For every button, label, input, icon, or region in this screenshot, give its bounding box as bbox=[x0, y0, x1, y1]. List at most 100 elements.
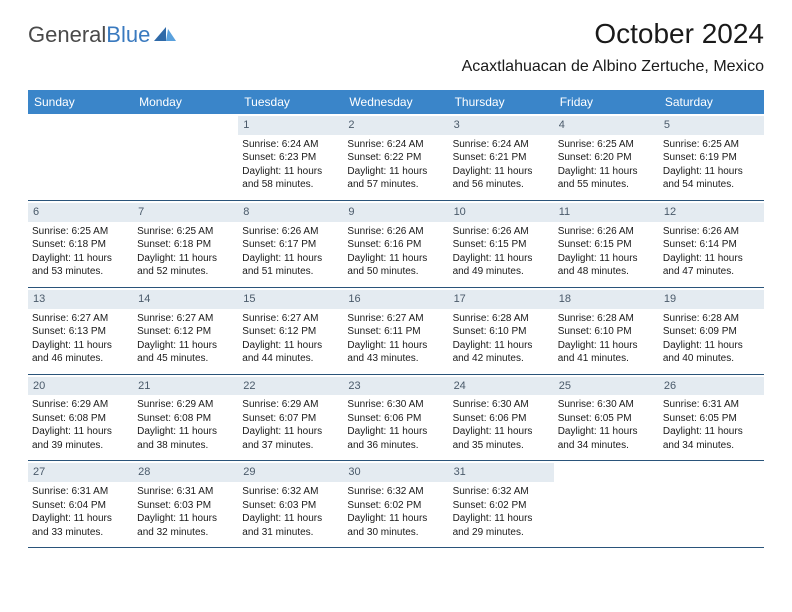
day-cell bbox=[133, 114, 238, 200]
sunrise-text: Sunrise: 6:31 AM bbox=[663, 398, 760, 412]
sunset-text: Sunset: 6:10 PM bbox=[453, 325, 550, 339]
day-number: 1 bbox=[238, 116, 343, 135]
sunset-text: Sunset: 6:09 PM bbox=[663, 325, 760, 339]
day-cell: 26Sunrise: 6:31 AMSunset: 6:05 PMDayligh… bbox=[659, 375, 764, 461]
day-cell: 27Sunrise: 6:31 AMSunset: 6:04 PMDayligh… bbox=[28, 461, 133, 547]
day-number: 15 bbox=[238, 290, 343, 309]
day-number: 22 bbox=[238, 377, 343, 396]
day-cell: 24Sunrise: 6:30 AMSunset: 6:06 PMDayligh… bbox=[449, 375, 554, 461]
day-info: Sunrise: 6:32 AMSunset: 6:02 PMDaylight:… bbox=[347, 485, 444, 539]
daylight-text: Daylight: 11 hours and 58 minutes. bbox=[242, 165, 339, 192]
month-title: October 2024 bbox=[462, 18, 764, 50]
day-number: 25 bbox=[554, 377, 659, 396]
day-cell: 15Sunrise: 6:27 AMSunset: 6:12 PMDayligh… bbox=[238, 288, 343, 374]
daylight-text: Daylight: 11 hours and 33 minutes. bbox=[32, 512, 129, 539]
day-cell: 10Sunrise: 6:26 AMSunset: 6:15 PMDayligh… bbox=[449, 201, 554, 287]
day-number: 5 bbox=[659, 116, 764, 135]
day-info: Sunrise: 6:25 AMSunset: 6:18 PMDaylight:… bbox=[137, 225, 234, 279]
day-cell bbox=[554, 461, 659, 547]
daylight-text: Daylight: 11 hours and 47 minutes. bbox=[663, 252, 760, 279]
day-cell bbox=[28, 114, 133, 200]
day-number: 6 bbox=[28, 203, 133, 222]
day-cell: 2Sunrise: 6:24 AMSunset: 6:22 PMDaylight… bbox=[343, 114, 448, 200]
day-info: Sunrise: 6:27 AMSunset: 6:11 PMDaylight:… bbox=[347, 312, 444, 366]
sunrise-text: Sunrise: 6:29 AM bbox=[137, 398, 234, 412]
day-info: Sunrise: 6:26 AMSunset: 6:14 PMDaylight:… bbox=[663, 225, 760, 279]
day-info: Sunrise: 6:31 AMSunset: 6:03 PMDaylight:… bbox=[137, 485, 234, 539]
sunset-text: Sunset: 6:19 PM bbox=[663, 151, 760, 165]
day-number: 12 bbox=[659, 203, 764, 222]
sunset-text: Sunset: 6:11 PM bbox=[347, 325, 444, 339]
day-number: 10 bbox=[449, 203, 554, 222]
sunrise-text: Sunrise: 6:28 AM bbox=[453, 312, 550, 326]
day-info: Sunrise: 6:27 AMSunset: 6:12 PMDaylight:… bbox=[137, 312, 234, 366]
day-cell: 21Sunrise: 6:29 AMSunset: 6:08 PMDayligh… bbox=[133, 375, 238, 461]
day-number: 30 bbox=[343, 463, 448, 482]
day-number: 18 bbox=[554, 290, 659, 309]
sunrise-text: Sunrise: 6:32 AM bbox=[242, 485, 339, 499]
day-cell: 3 Sunrise: 6:24 AMSunset: 6:21 PMDaylight… bbox=[449, 114, 554, 200]
day-info: Sunrise: 6:24 AMSunset: 6:21 PMDaylight:… bbox=[453, 138, 550, 192]
day-cell: 6 Sunrise: 6:25 AMSunset: 6:18 PMDaylight… bbox=[28, 201, 133, 287]
sunset-text: Sunset: 6:20 PM bbox=[558, 151, 655, 165]
daylight-text: Daylight: 11 hours and 50 minutes. bbox=[347, 252, 444, 279]
daylight-text: Daylight: 11 hours and 32 minutes. bbox=[137, 512, 234, 539]
day-number: 14 bbox=[133, 290, 238, 309]
sunset-text: Sunset: 6:17 PM bbox=[242, 238, 339, 252]
sunrise-text: Sunrise: 6:26 AM bbox=[558, 225, 655, 239]
sunrise-text: Sunrise: 6:27 AM bbox=[137, 312, 234, 326]
day-number: 8 bbox=[238, 203, 343, 222]
sunrise-text: Sunrise: 6:28 AM bbox=[663, 312, 760, 326]
weekday-header: Monday bbox=[133, 90, 238, 114]
weekday-header: Sunday bbox=[28, 90, 133, 114]
daylight-text: Daylight: 11 hours and 57 minutes. bbox=[347, 165, 444, 192]
daylight-text: Daylight: 11 hours and 29 minutes. bbox=[453, 512, 550, 539]
sunrise-text: Sunrise: 6:30 AM bbox=[347, 398, 444, 412]
sunset-text: Sunset: 6:06 PM bbox=[453, 412, 550, 426]
week-row: 1Sunrise: 6:24 AMSunset: 6:23 PMDaylight… bbox=[28, 114, 764, 201]
header: GeneralBlue October 2024 Acaxtlahuacan d… bbox=[28, 22, 764, 76]
daylight-text: Daylight: 11 hours and 48 minutes. bbox=[558, 252, 655, 279]
sunset-text: Sunset: 6:23 PM bbox=[242, 151, 339, 165]
sunset-text: Sunset: 6:13 PM bbox=[32, 325, 129, 339]
day-info: Sunrise: 6:32 AMSunset: 6:02 PMDaylight:… bbox=[453, 485, 550, 539]
sunrise-text: Sunrise: 6:25 AM bbox=[137, 225, 234, 239]
daylight-text: Daylight: 11 hours and 39 minutes. bbox=[32, 425, 129, 452]
day-number: 31 bbox=[449, 463, 554, 482]
sunrise-text: Sunrise: 6:25 AM bbox=[558, 138, 655, 152]
week-row: 20Sunrise: 6:29 AMSunset: 6:08 PMDayligh… bbox=[28, 375, 764, 462]
daylight-text: Daylight: 11 hours and 37 minutes. bbox=[242, 425, 339, 452]
day-number: 28 bbox=[133, 463, 238, 482]
sunrise-text: Sunrise: 6:32 AM bbox=[347, 485, 444, 499]
daylight-text: Daylight: 11 hours and 40 minutes. bbox=[663, 339, 760, 366]
day-info: Sunrise: 6:29 AMSunset: 6:08 PMDaylight:… bbox=[32, 398, 129, 452]
sunrise-text: Sunrise: 6:25 AM bbox=[663, 138, 760, 152]
brand-name: GeneralBlue bbox=[28, 22, 150, 48]
sunset-text: Sunset: 6:04 PM bbox=[32, 499, 129, 513]
day-info: Sunrise: 6:30 AMSunset: 6:05 PMDaylight:… bbox=[558, 398, 655, 452]
day-info: Sunrise: 6:29 AMSunset: 6:07 PMDaylight:… bbox=[242, 398, 339, 452]
day-cell: 19Sunrise: 6:28 AMSunset: 6:09 PMDayligh… bbox=[659, 288, 764, 374]
brand-name-part2: Blue bbox=[106, 22, 150, 47]
sunrise-text: Sunrise: 6:27 AM bbox=[347, 312, 444, 326]
sunrise-text: Sunrise: 6:30 AM bbox=[558, 398, 655, 412]
day-number: 24 bbox=[449, 377, 554, 396]
day-number: 21 bbox=[133, 377, 238, 396]
sunrise-text: Sunrise: 6:24 AM bbox=[242, 138, 339, 152]
sunrise-text: Sunrise: 6:24 AM bbox=[453, 138, 550, 152]
day-info: Sunrise: 6:25 AMSunset: 6:18 PMDaylight:… bbox=[32, 225, 129, 279]
weekday-header: Wednesday bbox=[343, 90, 448, 114]
day-info: Sunrise: 6:31 AMSunset: 6:04 PMDaylight:… bbox=[32, 485, 129, 539]
day-cell: 14 Sunrise: 6:27 AMSunset: 6:12 PMDayligh… bbox=[133, 288, 238, 374]
sunrise-text: Sunrise: 6:26 AM bbox=[347, 225, 444, 239]
day-number: 23 bbox=[343, 377, 448, 396]
day-number: 2 bbox=[343, 116, 448, 135]
day-cell: 16Sunrise: 6:27 AMSunset: 6:11 PMDayligh… bbox=[343, 288, 448, 374]
day-cell: 4Sunrise: 6:25 AMSunset: 6:20 PMDaylight… bbox=[554, 114, 659, 200]
sunrise-text: Sunrise: 6:28 AM bbox=[558, 312, 655, 326]
day-number: 3 bbox=[449, 116, 554, 135]
day-number: 7 bbox=[133, 203, 238, 222]
sunset-text: Sunset: 6:16 PM bbox=[347, 238, 444, 252]
sunset-text: Sunset: 6:05 PM bbox=[663, 412, 760, 426]
daylight-text: Daylight: 11 hours and 51 minutes. bbox=[242, 252, 339, 279]
